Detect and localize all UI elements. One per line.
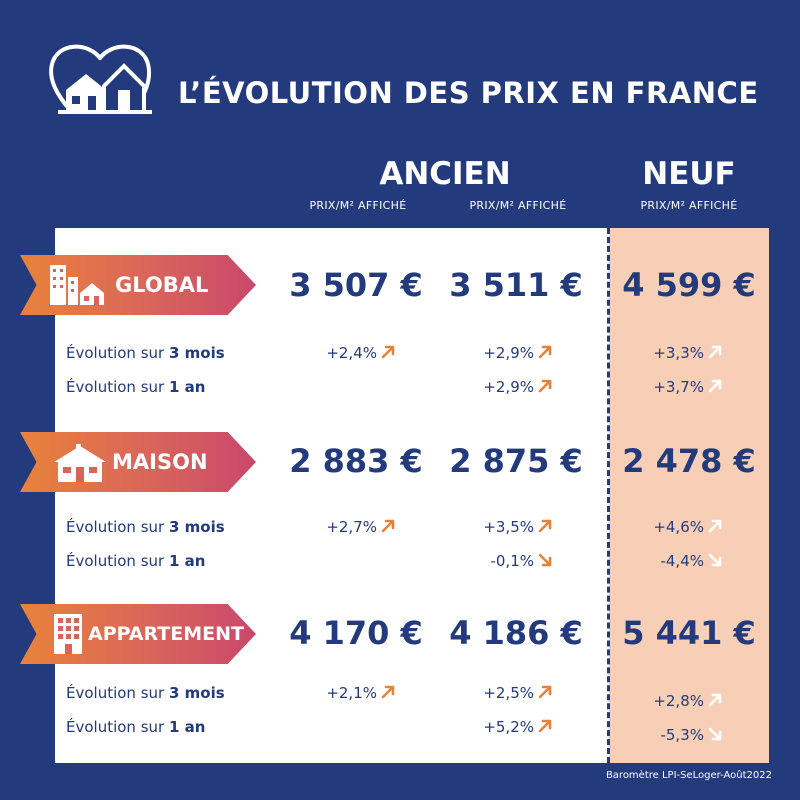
price-appartement-ancien-2: 4 186 € [449, 614, 583, 652]
evo-value-appartement-evo_3m-col1: +2,1% [326, 684, 395, 702]
evo-value-text: +3,5% [483, 518, 534, 536]
evo-value-appartement-evo_3m-col2: +2,5% [483, 684, 552, 702]
evo-value-text: -5,3% [660, 726, 704, 744]
evo-value-text: +2,9% [483, 344, 534, 362]
arrow-up-right-icon [708, 693, 722, 707]
house-icon [54, 444, 106, 482]
evo-value-global-evo_1a-col3: +3,7% [653, 378, 722, 396]
evo-value-text: +2,4% [326, 344, 377, 362]
subheader-ancien-1: PRIX/M² AFFICHÉ [309, 199, 407, 212]
arrow-up-right-icon [381, 685, 395, 699]
evo-label-appartement-3m: Évolution sur 3 mois [66, 684, 225, 702]
apartment-building-icon [54, 614, 82, 654]
evo-value-maison-evo_1a-col2: -0,1% [490, 552, 552, 570]
evo-label-global-3m: Évolution sur 3 mois [66, 344, 225, 362]
column-header-ancien: ANCIEN [379, 156, 511, 192]
buildings-houses-icon [50, 265, 104, 305]
arrow-up-right-icon [381, 345, 395, 359]
evo-value-text: +5,2% [483, 718, 534, 736]
arrow-down-right-icon [708, 553, 722, 567]
evo-value-global-evo_3m-col2: +2,9% [483, 344, 552, 362]
arrow-up-right-icon [538, 379, 552, 393]
source-note: Baromètre LPI-SeLoger-Août2022 [605, 770, 772, 781]
arrow-up-right-icon [381, 519, 395, 533]
page-title: L’ÉVOLUTION DES PRIX EN FRANCE [178, 76, 759, 110]
section-label-maison: MAISON [112, 450, 208, 474]
section-banner-appartement: APPARTEMENT [20, 604, 256, 664]
evo-value-appartement-evo_1a-col3: -5,3% [660, 726, 722, 744]
price-maison-ancien-1: 2 883 € [289, 442, 423, 480]
evo-value-maison-evo_1a-col3: -4,4% [660, 552, 722, 570]
evo-label-appartement-1a: Évolution sur 1 an [66, 718, 206, 736]
evo-value-text: +3,3% [653, 344, 704, 362]
evo-value-maison-evo_3m-col3: +4,6% [653, 518, 722, 536]
arrow-up-right-icon [708, 345, 722, 359]
arrow-down-right-icon [538, 553, 552, 567]
evo-value-text: +2,5% [483, 684, 534, 702]
price-appartement-neuf: 5 441 € [622, 614, 756, 652]
subheader-neuf: PRIX/M² AFFICHÉ [640, 199, 738, 212]
arrow-up-right-icon [708, 519, 722, 533]
evo-value-text: +2,1% [326, 684, 377, 702]
evo-value-maison-evo_3m-col2: +3,5% [483, 518, 552, 536]
arrow-down-right-icon [708, 727, 722, 741]
evo-value-appartement-evo_3m-col3: +2,8% [653, 692, 722, 710]
price-maison-ancien-2: 2 875 € [449, 442, 583, 480]
section-label-global: GLOBAL [115, 273, 209, 297]
price-maison-neuf: 2 478 € [622, 442, 756, 480]
section-banner-maison: MAISON [20, 432, 256, 492]
evo-value-text: -4,4% [660, 552, 704, 570]
evo-value-maison-evo_3m-col1: +2,7% [326, 518, 395, 536]
neuf-column-band [609, 228, 769, 763]
arrow-up-right-icon [538, 345, 552, 359]
evo-value-global-evo_3m-col1: +2,4% [326, 344, 395, 362]
evo-value-text: +2,8% [653, 692, 704, 710]
column-divider [607, 228, 610, 763]
section-banner-global: GLOBAL [20, 255, 256, 315]
evo-value-global-evo_3m-col3: +3,3% [653, 344, 722, 362]
arrow-up-right-icon [708, 379, 722, 393]
evo-value-text: +2,7% [326, 518, 377, 536]
logo-heart-houses-icon [49, 44, 152, 114]
evo-label-maison-1a: Évolution sur 1 an [66, 552, 206, 570]
evo-value-text: +2,9% [483, 378, 534, 396]
evo-value-global-evo_1a-col2: +2,9% [483, 378, 552, 396]
subheader-ancien-2: PRIX/M² AFFICHÉ [469, 199, 567, 212]
evo-value-text: +4,6% [653, 518, 704, 536]
evo-label-global-1a: Évolution sur 1 an [66, 378, 206, 396]
arrow-up-right-icon [538, 519, 552, 533]
evo-value-text: +3,7% [653, 378, 704, 396]
price-global-ancien-1: 3 507 € [289, 266, 423, 304]
evo-label-maison-3m: Évolution sur 3 mois [66, 518, 225, 536]
price-global-neuf: 4 599 € [622, 266, 756, 304]
arrow-up-right-icon [538, 685, 552, 699]
price-global-ancien-2: 3 511 € [449, 266, 583, 304]
price-appartement-ancien-1: 4 170 € [289, 614, 423, 652]
arrow-up-right-icon [538, 719, 552, 733]
section-label-appartement: APPARTEMENT [88, 623, 244, 645]
evo-value-text: -0,1% [490, 552, 534, 570]
evo-value-appartement-evo_1a-col2: +5,2% [483, 718, 552, 736]
column-header-neuf: NEUF [642, 156, 736, 192]
